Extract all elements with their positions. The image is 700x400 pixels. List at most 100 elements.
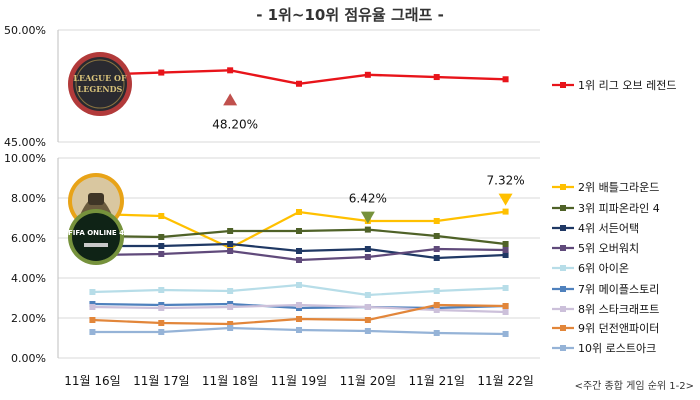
data-point bbox=[433, 288, 440, 294]
y-tick-label: 8.00% bbox=[11, 192, 46, 205]
chart-footnote: <주간 종합 게임 순위 1-2> bbox=[574, 381, 694, 392]
legend-label: 9위 던전앤파이터 bbox=[578, 322, 660, 335]
data-point bbox=[433, 74, 440, 81]
data-point bbox=[502, 241, 509, 247]
data-point bbox=[364, 226, 371, 233]
legend-label: 6위 아이온 bbox=[578, 262, 629, 275]
legend-item: 6위 아이온 bbox=[552, 260, 629, 275]
annotation-marker bbox=[498, 193, 513, 206]
data-point bbox=[364, 292, 371, 298]
x-tick-label: 11월 16일 bbox=[64, 374, 120, 388]
data-point bbox=[158, 243, 165, 249]
legend-swatch bbox=[552, 245, 574, 251]
legend-label: 5위 오버워치 bbox=[578, 242, 640, 255]
series-1 bbox=[89, 67, 509, 87]
legend-label: 2위 배틀그라운드 bbox=[578, 181, 660, 194]
data-point bbox=[502, 285, 509, 291]
legend-swatch bbox=[552, 345, 574, 351]
legend-swatch bbox=[552, 325, 574, 331]
annotation-layer: 48.20% 6.42% 7.32% bbox=[212, 93, 525, 224]
legend-label: 10위 로스트아크 bbox=[578, 342, 657, 355]
data-point bbox=[89, 329, 96, 335]
legend-swatch bbox=[552, 306, 574, 312]
svg-text:LEAGUE OF: LEAGUE OF bbox=[73, 73, 127, 83]
annotation-marker bbox=[223, 93, 238, 106]
legend-item: 1위 리그 오브 레전드 bbox=[552, 77, 677, 92]
data-point bbox=[433, 233, 440, 239]
legend-swatch bbox=[552, 82, 574, 88]
legend-label: 7위 메이플스토리 bbox=[578, 283, 660, 296]
data-point bbox=[364, 254, 371, 260]
series-19 bbox=[89, 325, 509, 337]
data-point bbox=[227, 67, 234, 74]
data-point bbox=[227, 304, 234, 310]
x-tick-label: 11월 17일 bbox=[133, 374, 189, 388]
series-17 bbox=[89, 302, 509, 315]
annotation-label: 7.32% bbox=[487, 174, 525, 188]
data-point bbox=[296, 209, 302, 215]
data-point bbox=[433, 302, 440, 308]
annotation-label: 6.42% bbox=[349, 192, 387, 206]
data-point bbox=[296, 248, 302, 254]
legend-item: 10위 로스트아크 bbox=[552, 340, 657, 355]
data-point bbox=[227, 248, 234, 254]
data-point bbox=[364, 71, 371, 78]
legend-swatch bbox=[552, 205, 574, 211]
data-point bbox=[364, 246, 371, 252]
legend-label: 4위 서든어택 bbox=[578, 222, 640, 235]
data-point bbox=[296, 282, 302, 288]
data-point bbox=[502, 208, 509, 215]
data-point bbox=[433, 330, 440, 336]
data-point bbox=[502, 247, 509, 253]
x-tick-label: 11월 20일 bbox=[340, 374, 396, 388]
series-18 bbox=[89, 302, 509, 327]
data-point bbox=[158, 320, 165, 326]
data-point bbox=[433, 307, 440, 313]
legend-swatch bbox=[552, 184, 574, 190]
data-point bbox=[158, 305, 165, 311]
axes: 45.00% 50.00% 0.00% 2.00% 4.00% 6.00% 8.00% 10.… bbox=[4, 24, 534, 388]
data-point bbox=[502, 331, 509, 337]
data-point bbox=[502, 303, 509, 309]
legend-swatch bbox=[552, 286, 574, 292]
legend-item: 8위 스타크래프트 bbox=[552, 301, 659, 316]
data-point bbox=[227, 228, 234, 234]
data-point bbox=[89, 317, 96, 323]
legend-label: 1위 리그 오브 레전드 bbox=[578, 79, 677, 92]
data-point bbox=[364, 328, 371, 334]
annotation-label: 48.20% bbox=[212, 117, 258, 131]
data-point bbox=[158, 287, 165, 293]
data-point bbox=[296, 316, 302, 322]
legend-item: 9위 던전앤파이터 bbox=[552, 320, 660, 335]
annotation-marker bbox=[360, 211, 375, 224]
data-point bbox=[89, 304, 96, 310]
y-tick-label: 4.00% bbox=[11, 272, 46, 285]
svg-text:FIFA ONLINE 4: FIFA ONLINE 4 bbox=[68, 229, 124, 237]
x-tick-label: 11월 18일 bbox=[202, 374, 258, 388]
data-point bbox=[433, 255, 440, 261]
series-12 bbox=[89, 226, 509, 247]
legend-item: 7위 메이플스토리 bbox=[552, 281, 660, 296]
legend-swatch bbox=[552, 225, 574, 231]
fifa-online-4-logo: FIFA ONLINE 4 bbox=[68, 209, 124, 265]
data-point bbox=[502, 76, 509, 83]
x-tick-label: 11월 19일 bbox=[271, 374, 327, 388]
data-point bbox=[227, 325, 234, 331]
y-tick-label: 45.00% bbox=[4, 136, 46, 149]
data-point bbox=[158, 234, 165, 240]
data-point bbox=[433, 218, 440, 224]
data-point bbox=[502, 252, 509, 258]
series-layer bbox=[89, 67, 509, 337]
legend-label: 3위 피파온라인 4 bbox=[578, 202, 660, 215]
legend-item: 2위 배틀그라운드 bbox=[552, 179, 660, 194]
data-point bbox=[364, 304, 371, 310]
data-point bbox=[158, 69, 165, 76]
data-point bbox=[227, 288, 234, 294]
legend-swatch bbox=[552, 265, 574, 271]
x-tick-label: 11월 22일 bbox=[477, 374, 533, 388]
data-point bbox=[502, 309, 509, 315]
legend-item: 3위 피파온라인 4 bbox=[552, 200, 660, 215]
y-tick-label: 0.00% bbox=[11, 352, 46, 365]
